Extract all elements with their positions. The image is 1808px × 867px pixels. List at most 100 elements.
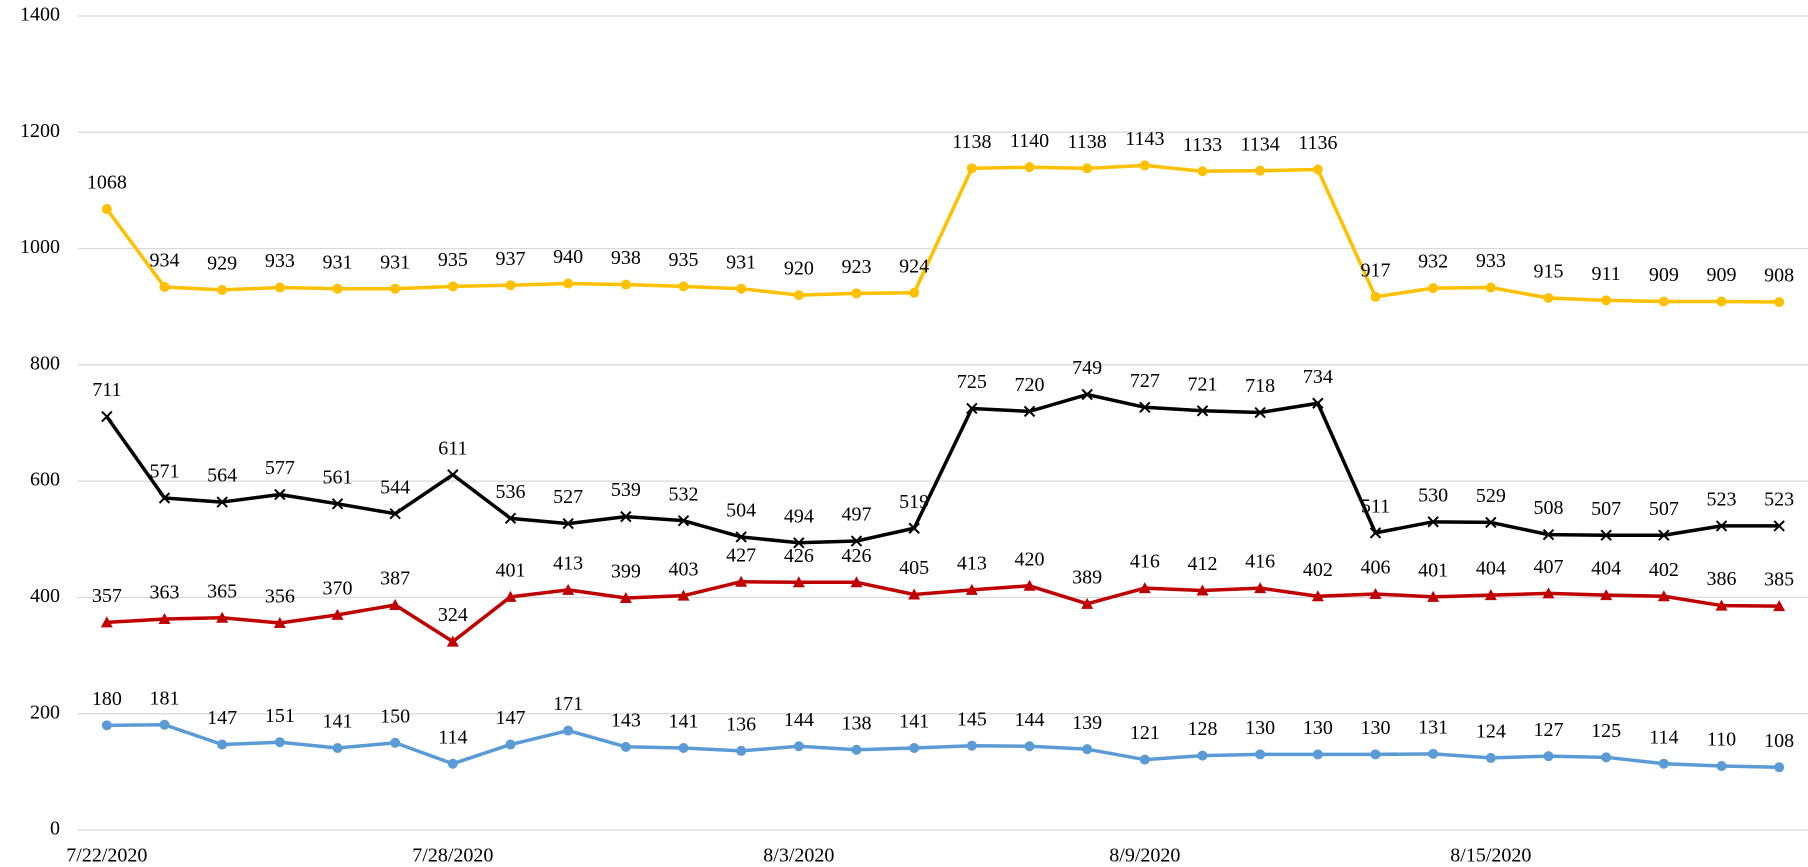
marker <box>1485 282 1496 293</box>
data-label: 734 <box>1303 366 1333 388</box>
data-label: 420 <box>1015 548 1045 570</box>
marker <box>620 279 631 290</box>
marker <box>1311 590 1324 602</box>
data-label: 923 <box>842 256 872 278</box>
marker <box>965 583 978 595</box>
data-label: 404 <box>1591 558 1621 580</box>
marker <box>159 719 170 730</box>
marker <box>1024 741 1035 752</box>
data-label: 365 <box>207 580 237 602</box>
marker <box>1023 579 1036 591</box>
marker <box>1773 600 1786 612</box>
data-label: 114 <box>1649 726 1678 748</box>
marker <box>158 492 171 504</box>
data-label: 1138 <box>952 131 991 153</box>
data-label: 402 <box>1303 559 1333 581</box>
marker <box>562 517 574 530</box>
marker <box>1542 587 1555 599</box>
marker <box>966 402 978 415</box>
marker <box>851 288 862 299</box>
data-label: 564 <box>207 465 237 487</box>
marker <box>505 280 516 291</box>
marker <box>1139 754 1150 765</box>
marker <box>562 583 575 595</box>
data-label: 940 <box>553 246 583 268</box>
data-label: 141 <box>899 711 929 733</box>
marker <box>1485 752 1496 763</box>
data-label: 386 <box>1707 568 1737 590</box>
marker <box>216 496 228 508</box>
marker <box>1601 752 1612 763</box>
data-label: 324 <box>438 604 468 626</box>
marker <box>331 608 344 620</box>
marker <box>331 498 344 510</box>
marker <box>678 281 689 292</box>
data-label: 1138 <box>1068 131 1107 153</box>
marker <box>274 282 285 293</box>
marker <box>1543 751 1554 762</box>
data-label: 402 <box>1649 559 1679 581</box>
data-label: 406 <box>1361 557 1391 579</box>
marker <box>1715 520 1728 532</box>
y-tick-label: 800 <box>30 352 60 374</box>
data-label: 931 <box>726 251 756 273</box>
marker <box>1139 401 1151 414</box>
marker <box>217 739 228 750</box>
marker <box>1082 744 1093 755</box>
x-tick-label: 7/22/2020 <box>66 845 147 867</box>
series-line <box>105 163 1780 304</box>
marker <box>1774 297 1785 308</box>
data-label: 920 <box>784 258 814 280</box>
data-label: 1143 <box>1125 128 1164 150</box>
marker <box>1081 597 1094 609</box>
data-label: 136 <box>726 714 756 736</box>
data-label: 1134 <box>1241 133 1280 155</box>
series-line <box>106 579 1780 644</box>
data-label: 1133 <box>1183 134 1222 156</box>
data-label: 532 <box>669 483 699 505</box>
marker <box>1081 388 1093 401</box>
marker <box>1543 292 1554 303</box>
marker <box>792 576 805 588</box>
data-label: 426 <box>842 545 872 567</box>
y-tick-label: 400 <box>30 585 60 607</box>
data-label: 412 <box>1188 553 1218 575</box>
data-label: 519 <box>899 491 929 513</box>
data-label: 399 <box>611 561 641 583</box>
data-label: 128 <box>1188 718 1218 740</box>
data-label: 494 <box>784 505 814 527</box>
data-label: 144 <box>1015 709 1045 731</box>
y-tick-label: 1000 <box>20 236 60 258</box>
data-label: 147 <box>496 707 526 729</box>
data-label: 931 <box>380 251 410 273</box>
marker <box>1658 758 1669 769</box>
data-label: 401 <box>496 559 526 581</box>
marker <box>1428 283 1439 294</box>
data-label: 180 <box>92 688 122 710</box>
data-label: 718 <box>1245 375 1275 397</box>
marker <box>736 283 747 294</box>
data-label: 544 <box>380 476 410 498</box>
marker <box>1254 582 1267 594</box>
marker <box>563 725 574 736</box>
data-label: 933 <box>265 250 295 272</box>
marker <box>966 740 977 751</box>
data-label: 138 <box>842 712 872 734</box>
data-label: 151 <box>265 705 295 727</box>
marker <box>1197 750 1208 761</box>
data-label: 130 <box>1361 717 1391 739</box>
marker <box>1312 749 1323 760</box>
marker <box>274 488 286 501</box>
data-label: 508 <box>1534 497 1564 519</box>
marker <box>504 512 517 525</box>
series-line <box>106 723 1780 769</box>
data-label: 370 <box>323 577 353 599</box>
marker <box>620 741 631 752</box>
data-label: 141 <box>323 711 353 733</box>
data-label: 530 <box>1418 484 1448 506</box>
marker <box>158 612 171 624</box>
marker <box>1657 590 1670 602</box>
data-label: 131 <box>1418 716 1448 738</box>
marker <box>909 743 920 754</box>
marker <box>101 410 113 423</box>
